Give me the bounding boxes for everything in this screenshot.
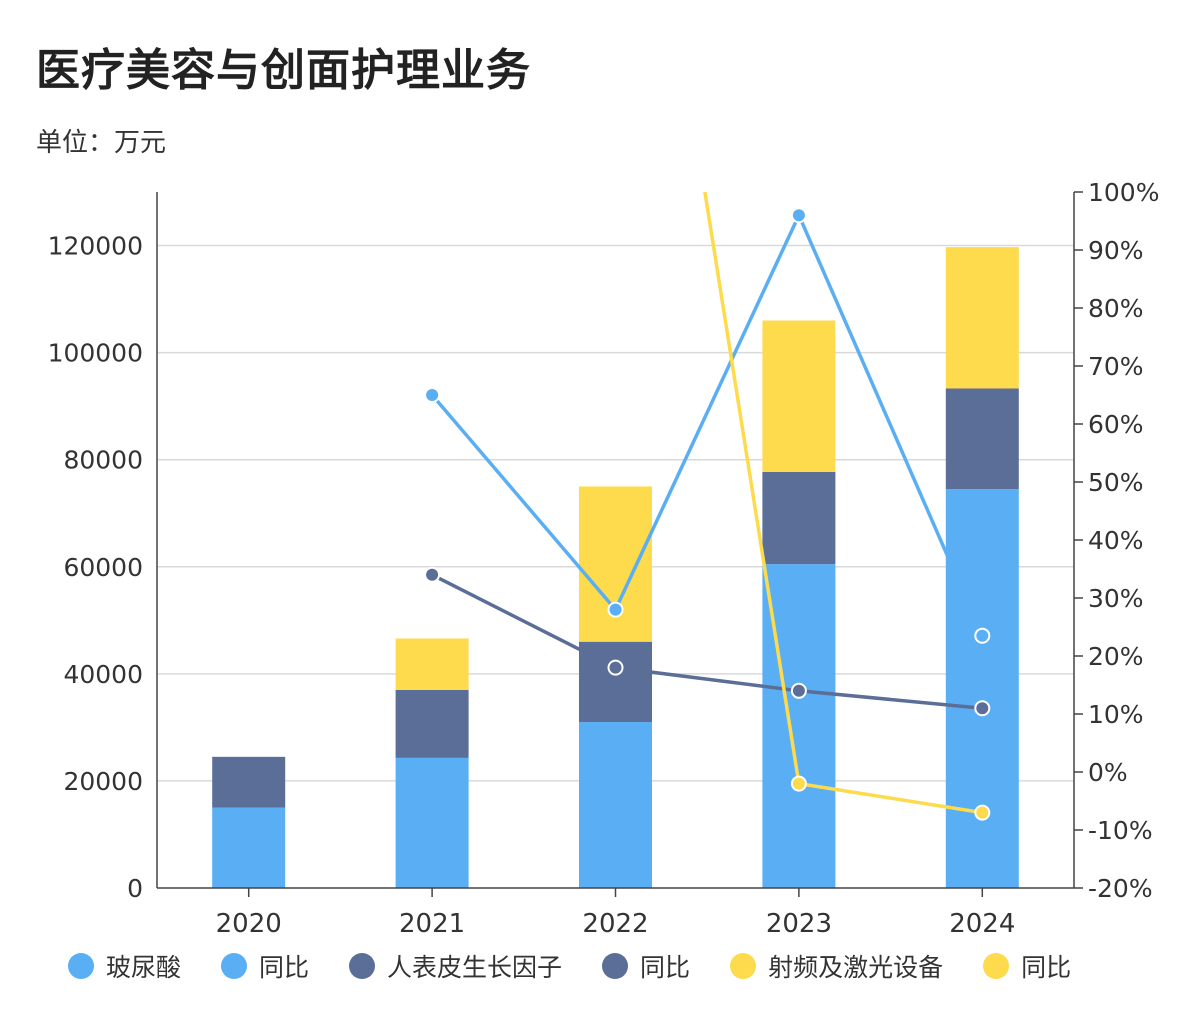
- legend-marker-icon: [349, 953, 376, 979]
- bar-2021: [395, 689, 469, 758]
- growth-factor-yoy-point: [790, 682, 807, 699]
- bar-2024: [945, 247, 1019, 389]
- y2-tick-label: 80%: [1088, 294, 1144, 323]
- y-tick-label: 100000: [48, 339, 143, 368]
- bar-2021: [395, 638, 469, 690]
- legend-marker-icon: [68, 953, 94, 979]
- y-tick-label: 20000: [63, 767, 143, 796]
- y2-tick-label: 60%: [1088, 410, 1144, 439]
- x-tick-label: 2020: [216, 909, 282, 939]
- y2-tick-label: 50%: [1088, 468, 1144, 497]
- y2-tick-label: -10%: [1088, 816, 1153, 845]
- rf-laser-yoy-point: [974, 804, 991, 821]
- y-tick-label: 40000: [63, 660, 143, 689]
- bar-2024: [945, 489, 1019, 888]
- legend-label: 射频及激光设备: [768, 953, 944, 982]
- y-tick-label: 0: [127, 874, 143, 903]
- hyaluronic-yoy-point: [424, 387, 441, 403]
- y2-tick-label: 30%: [1088, 584, 1144, 613]
- legend-label: 同比: [640, 953, 691, 982]
- legend-item[interactable]: 人表皮生长因子: [349, 948, 562, 984]
- y2-tick-label: 40%: [1088, 526, 1144, 555]
- x-tick-label: 2022: [582, 909, 648, 939]
- hyaluronic-yoy-point: [607, 601, 624, 618]
- legend-item[interactable]: 射频及激光设备: [730, 948, 943, 984]
- y-tick-label: 120000: [48, 232, 143, 261]
- legend-item[interactable]: 同比: [983, 948, 1071, 984]
- y-tick-label: 60000: [63, 553, 143, 582]
- legend-marker-icon: [983, 953, 1010, 979]
- y-tick-label: 80000: [63, 446, 143, 475]
- x-tick-label: 2021: [399, 909, 465, 939]
- legend-label: 人表皮生长因子: [387, 953, 563, 982]
- bar-2024: [945, 388, 1019, 490]
- hyaluronic-yoy-line: [430, 210, 984, 637]
- bar-2023: [762, 564, 836, 888]
- legend-item[interactable]: 同比: [221, 948, 309, 984]
- x-tick-label: 2023: [766, 909, 832, 939]
- legend-marker-icon: [602, 953, 629, 979]
- bar-2021: [395, 757, 469, 888]
- x-tick-label: 2024: [949, 909, 1015, 939]
- growth-factor-yoy-point: [424, 566, 441, 583]
- y2-tick-label: -20%: [1088, 874, 1153, 903]
- bar-2022: [579, 486, 652, 642]
- y2-tick-label: 90%: [1088, 236, 1144, 265]
- growth-factor-yoy-point: [974, 700, 991, 717]
- rf-laser-yoy-line: [703, 192, 983, 815]
- y2-tick-label: 0%: [1088, 758, 1128, 787]
- rf-laser-yoy-point: [790, 775, 807, 792]
- legend-item[interactable]: 玻尿酸: [68, 948, 181, 984]
- hyaluronic-yoy-point: [974, 627, 991, 644]
- bar-2020: [212, 807, 286, 888]
- hyaluronic-yoy-point: [790, 207, 807, 224]
- unit-label: 单位：万元: [36, 128, 167, 158]
- growth-factor-yoy-line: [431, 573, 983, 710]
- y2-tick-label: 10%: [1088, 700, 1144, 729]
- legend-marker-icon: [730, 953, 757, 979]
- y2-tick-label: 20%: [1088, 642, 1144, 671]
- legend-label: 同比: [259, 953, 310, 982]
- bar-2022: [579, 722, 652, 888]
- y2-tick-label: 100%: [1088, 178, 1159, 207]
- y2-tick-label: 70%: [1088, 352, 1144, 381]
- legend-marker-icon: [221, 953, 248, 979]
- legend-item[interactable]: 同比: [602, 948, 690, 984]
- growth-factor-yoy-point: [607, 659, 624, 676]
- legend-label: 同比: [1021, 953, 1072, 982]
- bar-2020: [212, 756, 286, 808]
- bar-2023: [762, 320, 836, 473]
- chart-title: 医疗美容与创面护理业务: [36, 45, 531, 96]
- legend: 玻尿酸 同比 人表皮生长因子 同比 射频及激光设备 同比: [68, 948, 1071, 984]
- legend-label: 玻尿酸: [106, 953, 182, 982]
- bar-2023: [762, 472, 836, 565]
